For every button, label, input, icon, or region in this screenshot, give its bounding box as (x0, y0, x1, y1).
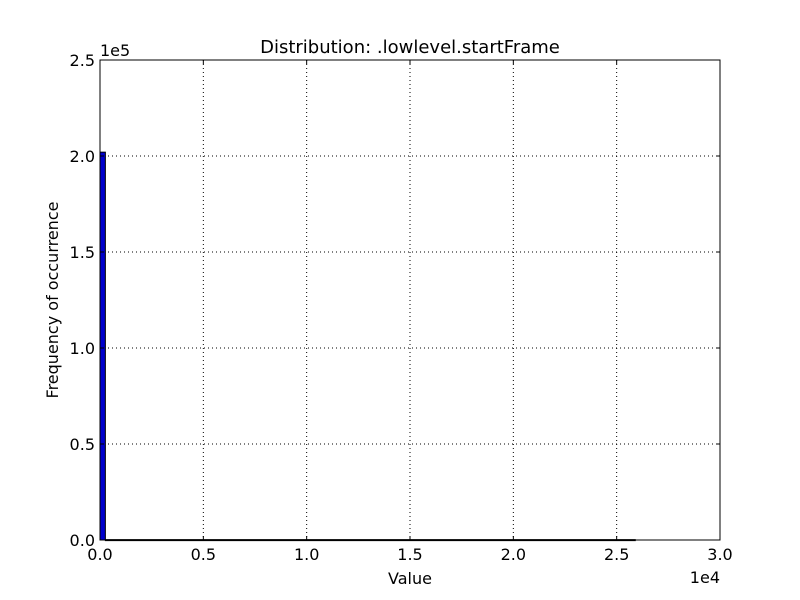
y-tick-label: 0.0 (70, 531, 95, 550)
x-tick-label: 0.5 (191, 545, 216, 564)
y-tick-label: 0.5 (70, 435, 95, 454)
y-axis-label: Frequency of occurrence (43, 202, 62, 399)
x-tick-label: 1.0 (294, 545, 319, 564)
histogram-bar (99, 151, 106, 541)
y-tick-label: 1.5 (70, 243, 95, 262)
x-tick-label: 2.5 (604, 545, 629, 564)
y-tick-label: 1.0 (70, 339, 95, 358)
x-tick-label: 3.0 (707, 545, 732, 564)
x-axis-label: Value (388, 569, 432, 588)
grid-lines (99, 59, 721, 541)
x-tick-label: 0.0 (87, 545, 112, 564)
x-tick-label: 1.5 (397, 545, 422, 564)
y-axis-multiplier: 1e5 (100, 41, 130, 60)
bar-series (99, 151, 636, 542)
y-tick-label: 2.0 (70, 147, 95, 166)
x-tick-label: 2.0 (501, 545, 526, 564)
axis-ticks: 0.0 0.5 1.0 1.5 2.0 2.5 3.0 0.0 0.5 1.0 1.5 2.0 2.5 (70, 51, 733, 564)
chart-title: Distribution: .lowlevel.startFrame (260, 37, 560, 58)
x-axis-multiplier: 1e4 (690, 568, 720, 587)
y-tick-label: 2.5 (70, 51, 95, 70)
